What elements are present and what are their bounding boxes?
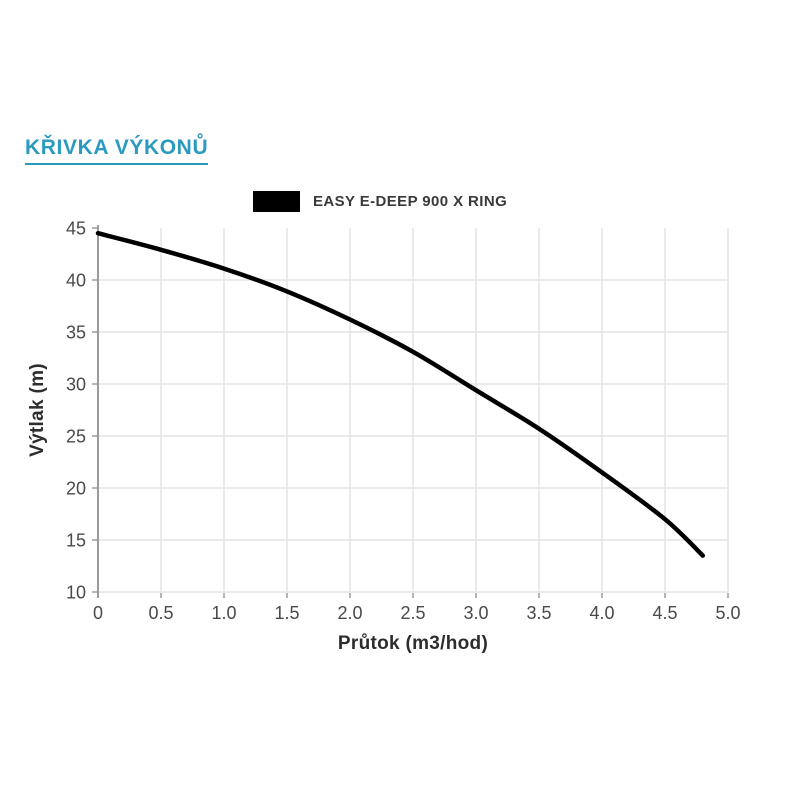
x-tick-label: 4.0	[589, 603, 614, 623]
x-axis-label: Průtok (m3/hod)	[337, 633, 489, 654]
x-tick-label: 5.0	[715, 603, 740, 623]
x-tick-label: 3.5	[526, 603, 551, 623]
y-tick-label: 15	[66, 531, 86, 551]
y-tick-label: 25	[66, 427, 86, 447]
x-tick-label: 3.0	[463, 603, 488, 623]
y-tick-label: 30	[66, 375, 86, 395]
x-tick-label: 2.5	[400, 603, 425, 623]
y-tick-label: 20	[66, 479, 86, 499]
y-tick-label: 45	[66, 219, 86, 239]
page-title: KŘIVKA VÝKONŮ	[25, 136, 209, 165]
y-tick-label: 40	[66, 271, 86, 291]
performance-curve-chart: 0 0.5 1.0 1.5 2.0 2.5 3.0 3.5 4.0 4.5 5.0 10 15 20 25 3…	[66, 219, 741, 624]
legend-label: EASY E-DEEP 900 X RING	[313, 193, 508, 210]
y-tick-label: 35	[66, 323, 86, 343]
x-tick-label: 4.5	[652, 603, 677, 623]
x-tick-label: 2.0	[337, 603, 362, 623]
pump-curve	[95, 230, 706, 558]
legend-swatch	[253, 191, 300, 212]
x-tick-label: 1.5	[274, 603, 299, 623]
y-axis-label: Výtlak (m)	[27, 363, 48, 457]
x-tick-label: 0	[93, 603, 103, 623]
x-tick-label: 0.5	[148, 603, 173, 623]
x-tick-label: 1.0	[211, 603, 236, 623]
legend: EASY E-DEEP 900 X RING	[253, 191, 507, 212]
y-tick-label: 10	[66, 583, 86, 603]
